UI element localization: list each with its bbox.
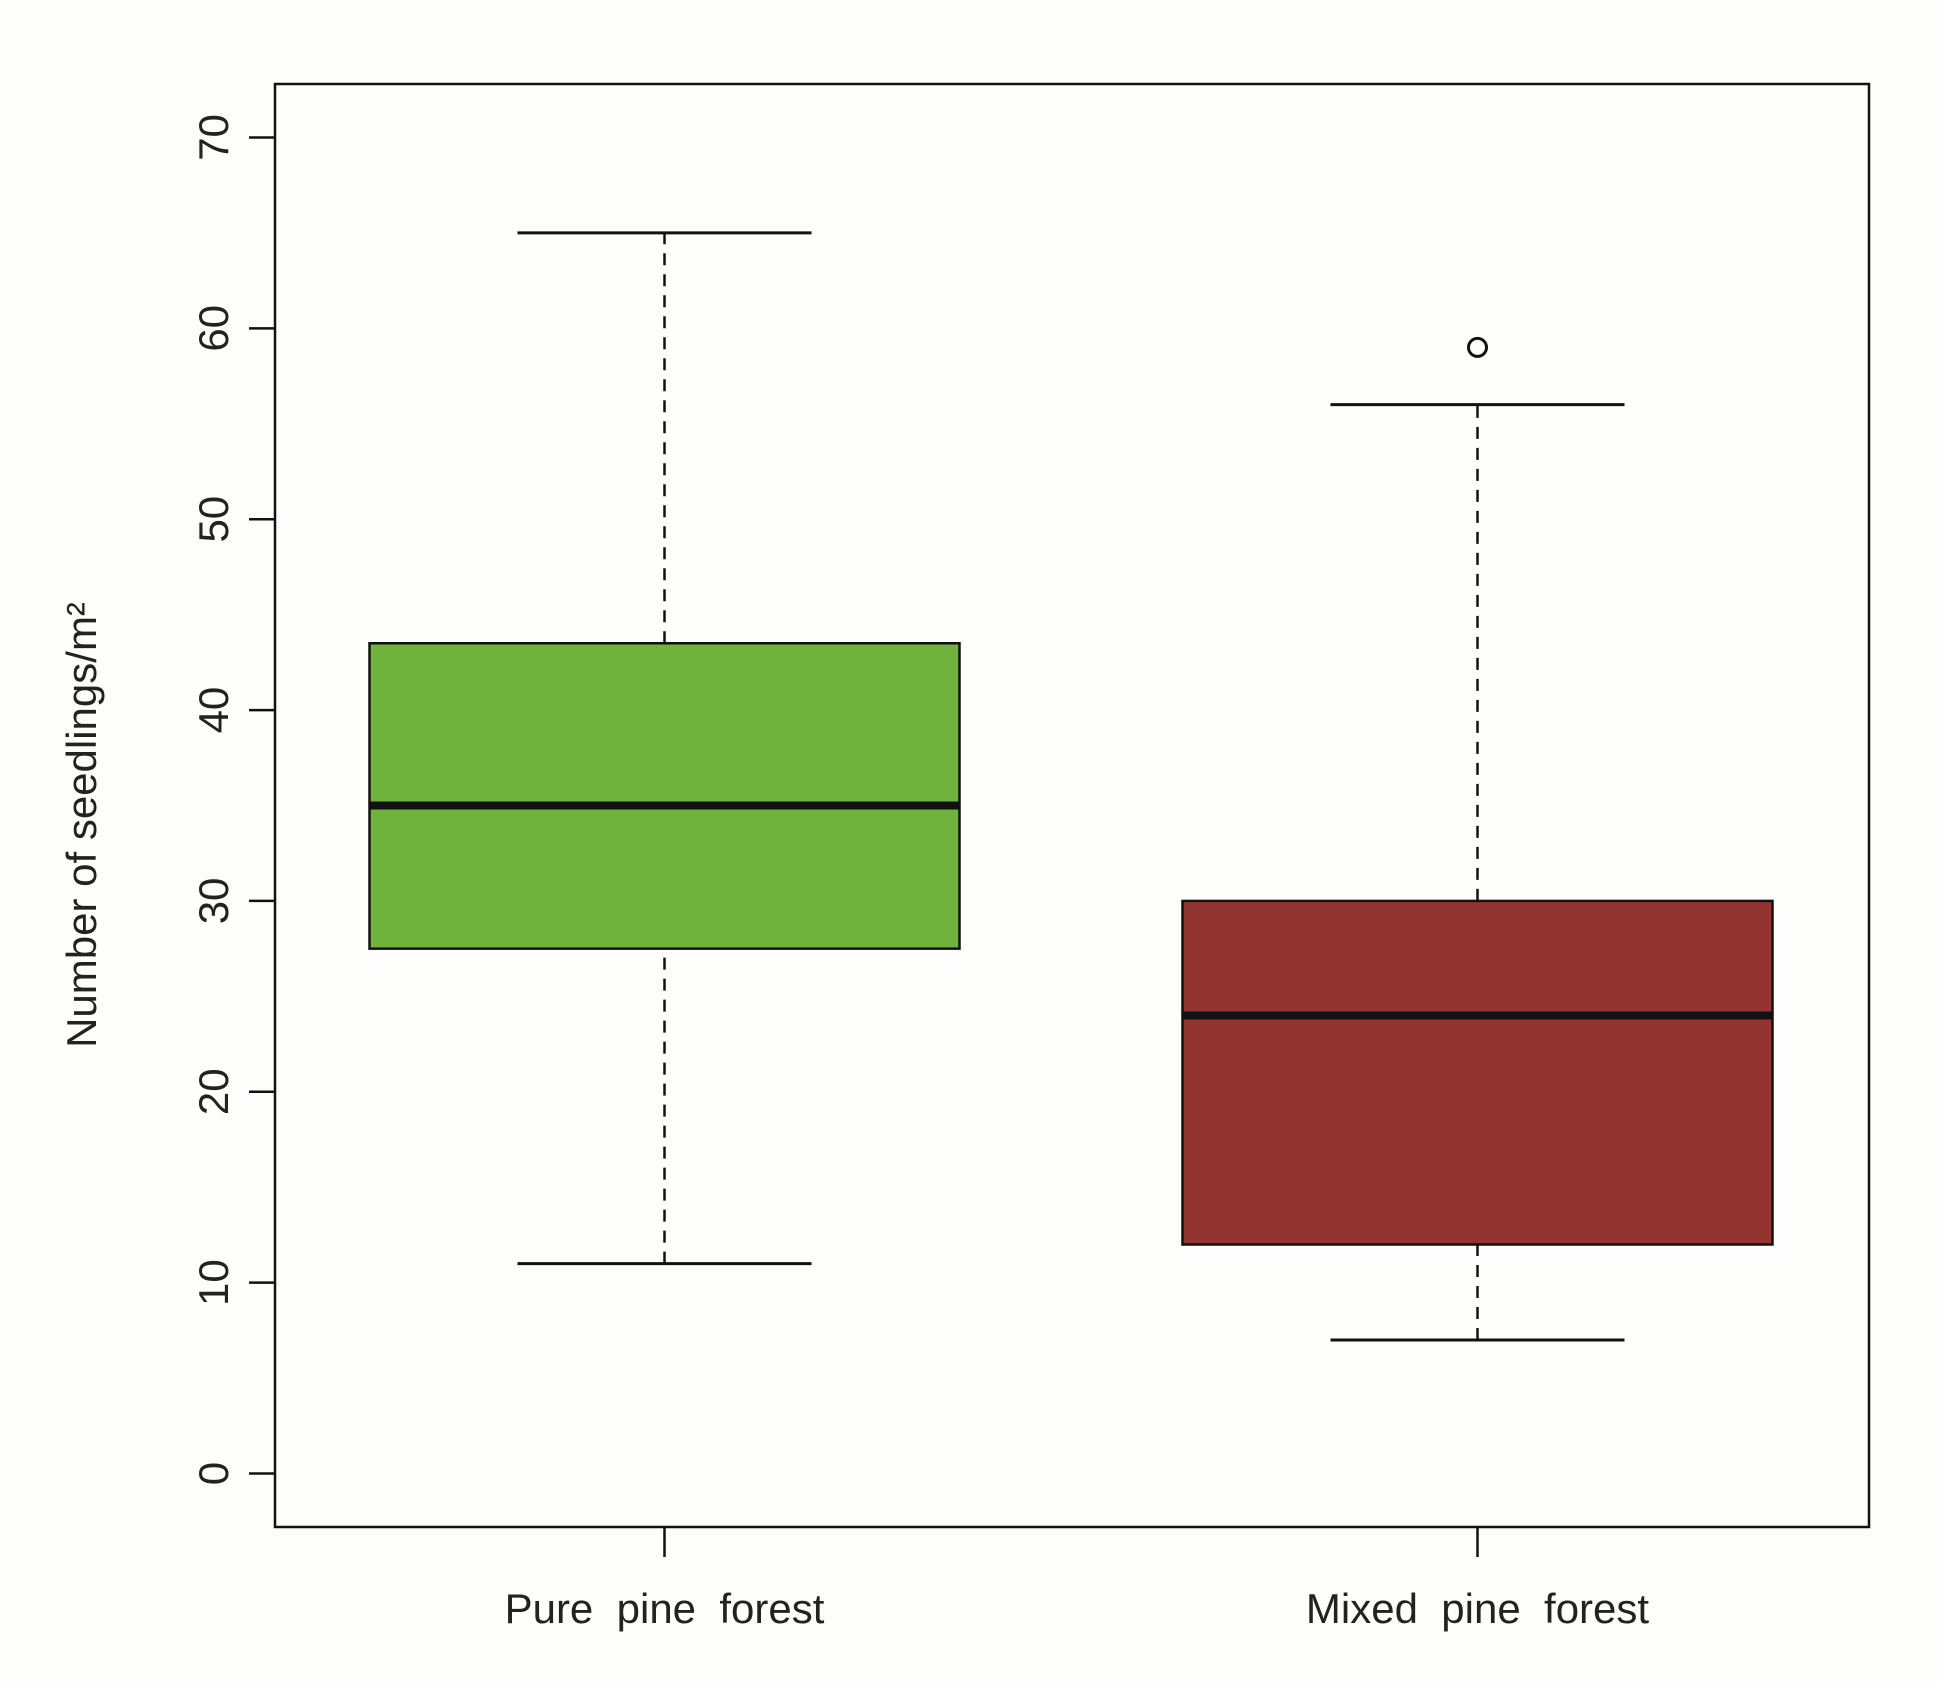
- y-tick-label: 70: [190, 114, 237, 161]
- x-tick-label: Mixed pine forest: [1306, 1585, 1649, 1632]
- y-tick-label: 40: [190, 687, 237, 734]
- y-tick-label: 20: [190, 1068, 237, 1115]
- y-axis-label: Number of seedlings/m²: [58, 602, 105, 1048]
- y-tick-label: 60: [190, 305, 237, 352]
- y-tick-label: 30: [190, 878, 237, 925]
- y-tick-label: 50: [190, 496, 237, 543]
- y-tick-label: 10: [190, 1259, 237, 1306]
- box: [1181, 899, 1774, 1246]
- y-tick-label: 0: [190, 1462, 237, 1485]
- outlier: [1467, 336, 1488, 358]
- plot-frame: [273, 82, 1871, 1529]
- box: [368, 642, 961, 950]
- x-tick-label: Pure pine forest: [505, 1585, 825, 1632]
